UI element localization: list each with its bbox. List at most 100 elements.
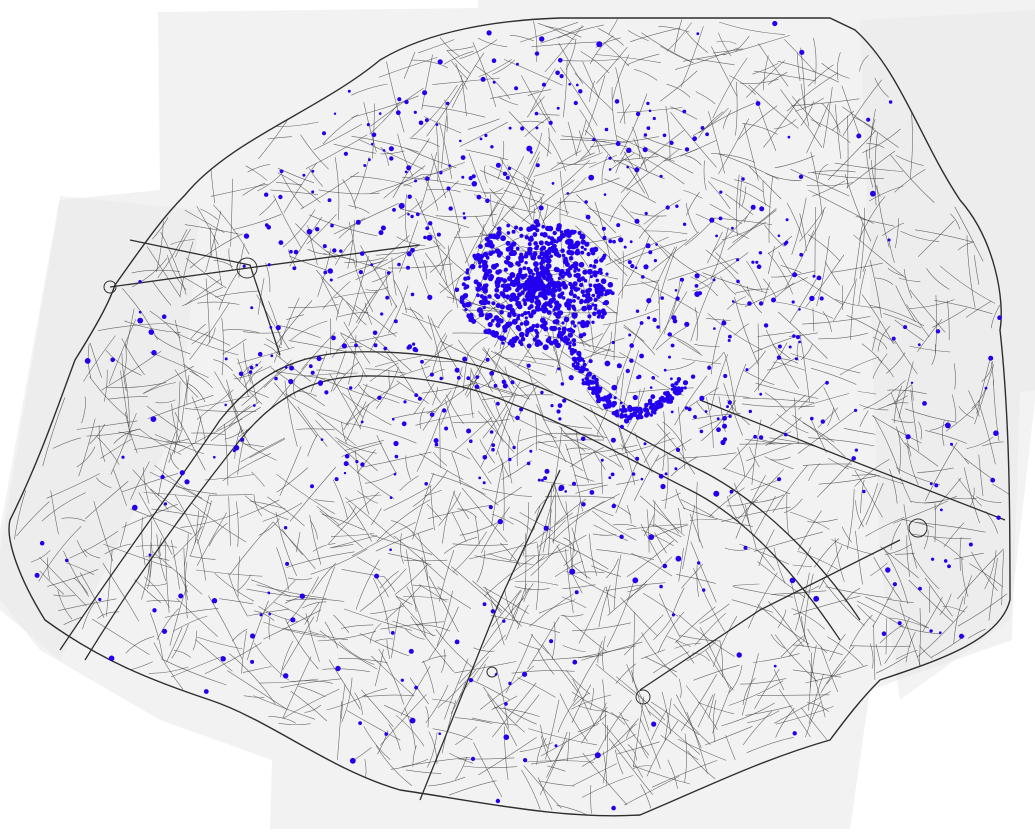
location-marker[interactable] [624, 418, 629, 423]
location-marker[interactable] [492, 330, 496, 334]
location-marker[interactable] [508, 167, 511, 170]
location-marker[interactable] [717, 417, 720, 420]
location-marker[interactable] [589, 359, 593, 363]
location-marker[interactable] [777, 355, 781, 359]
location-marker[interactable] [462, 357, 467, 362]
location-marker[interactable] [379, 230, 384, 235]
location-marker[interactable] [684, 386, 687, 389]
location-marker[interactable] [650, 386, 653, 389]
location-marker[interactable] [544, 321, 547, 324]
location-marker[interactable] [461, 155, 466, 160]
location-marker[interactable] [290, 617, 295, 622]
location-marker[interactable] [665, 472, 668, 475]
location-marker[interactable] [560, 230, 563, 233]
location-marker[interactable] [637, 375, 641, 379]
location-marker[interactable] [268, 263, 271, 266]
location-marker[interactable] [138, 280, 141, 283]
location-marker[interactable] [469, 678, 473, 682]
location-marker[interactable] [543, 326, 548, 331]
location-marker[interactable] [568, 238, 572, 242]
location-marker[interactable] [151, 350, 156, 355]
location-marker[interactable] [486, 358, 490, 362]
location-marker[interactable] [574, 365, 580, 371]
location-marker[interactable] [665, 392, 670, 397]
location-marker[interactable] [670, 377, 673, 380]
location-marker[interactable] [558, 417, 561, 420]
location-marker[interactable] [526, 298, 530, 302]
location-marker[interactable] [626, 166, 629, 169]
location-marker[interactable] [485, 237, 490, 242]
location-marker[interactable] [560, 291, 564, 295]
location-marker[interactable] [799, 50, 804, 55]
location-marker[interactable] [572, 338, 577, 343]
location-marker[interactable] [624, 414, 628, 418]
location-marker[interactable] [643, 147, 648, 152]
location-marker[interactable] [488, 322, 493, 327]
location-marker[interactable] [567, 307, 571, 311]
location-marker[interactable] [565, 262, 570, 267]
location-marker[interactable] [578, 321, 581, 324]
location-marker[interactable] [585, 320, 590, 325]
location-marker[interactable] [825, 381, 829, 385]
location-marker[interactable] [820, 296, 824, 300]
location-marker[interactable] [530, 298, 535, 303]
location-marker[interactable] [695, 273, 700, 278]
location-marker[interactable] [629, 343, 634, 348]
location-marker[interactable] [575, 590, 579, 594]
location-marker[interactable] [785, 241, 789, 245]
location-marker[interactable] [414, 686, 418, 690]
location-marker[interactable] [538, 479, 541, 482]
location-marker[interactable] [512, 446, 515, 449]
location-marker[interactable] [519, 408, 523, 412]
location-marker[interactable] [988, 356, 993, 361]
location-marker[interactable] [539, 206, 544, 211]
location-marker[interactable] [651, 722, 656, 727]
location-marker[interactable] [506, 241, 511, 246]
location-marker[interactable] [939, 631, 942, 634]
location-marker[interactable] [379, 112, 382, 115]
location-marker[interactable] [716, 427, 721, 432]
location-marker[interactable] [587, 252, 591, 256]
location-marker[interactable] [603, 404, 607, 408]
location-marker[interactable] [335, 666, 340, 671]
location-marker[interactable] [491, 448, 495, 452]
location-marker[interactable] [310, 484, 314, 488]
location-marker[interactable] [695, 284, 699, 288]
location-marker[interactable] [511, 380, 515, 384]
location-marker[interactable] [612, 411, 616, 415]
location-marker[interactable] [584, 248, 587, 251]
location-marker[interactable] [898, 621, 902, 625]
location-marker[interactable] [612, 341, 615, 344]
location-marker[interactable] [527, 311, 531, 315]
location-marker[interactable] [466, 376, 470, 380]
location-marker[interactable] [529, 450, 532, 453]
location-marker[interactable] [622, 408, 625, 411]
location-marker[interactable] [651, 376, 655, 380]
location-marker[interactable] [478, 265, 481, 268]
location-marker[interactable] [444, 427, 448, 431]
location-marker[interactable] [500, 304, 505, 309]
location-marker[interactable] [736, 280, 740, 284]
location-marker[interactable] [213, 456, 216, 459]
location-marker[interactable] [553, 320, 558, 325]
location-marker[interactable] [533, 338, 536, 341]
location-marker[interactable] [541, 225, 545, 229]
location-marker[interactable] [383, 149, 386, 152]
location-marker[interactable] [110, 358, 115, 363]
location-marker[interactable] [418, 397, 422, 401]
location-marker[interactable] [772, 21, 777, 26]
location-marker[interactable] [389, 156, 393, 160]
location-marker[interactable] [553, 312, 557, 316]
location-marker[interactable] [606, 394, 611, 399]
location-marker[interactable] [628, 260, 632, 264]
location-marker[interactable] [637, 414, 641, 418]
location-marker[interactable] [563, 330, 566, 333]
location-marker[interactable] [449, 206, 453, 210]
location-marker[interactable] [707, 366, 711, 370]
location-marker[interactable] [472, 254, 476, 258]
location-marker[interactable] [393, 441, 398, 446]
location-marker[interactable] [588, 175, 594, 181]
location-marker[interactable] [675, 289, 678, 292]
location-marker[interactable] [294, 250, 299, 255]
location-marker[interactable] [427, 295, 432, 300]
